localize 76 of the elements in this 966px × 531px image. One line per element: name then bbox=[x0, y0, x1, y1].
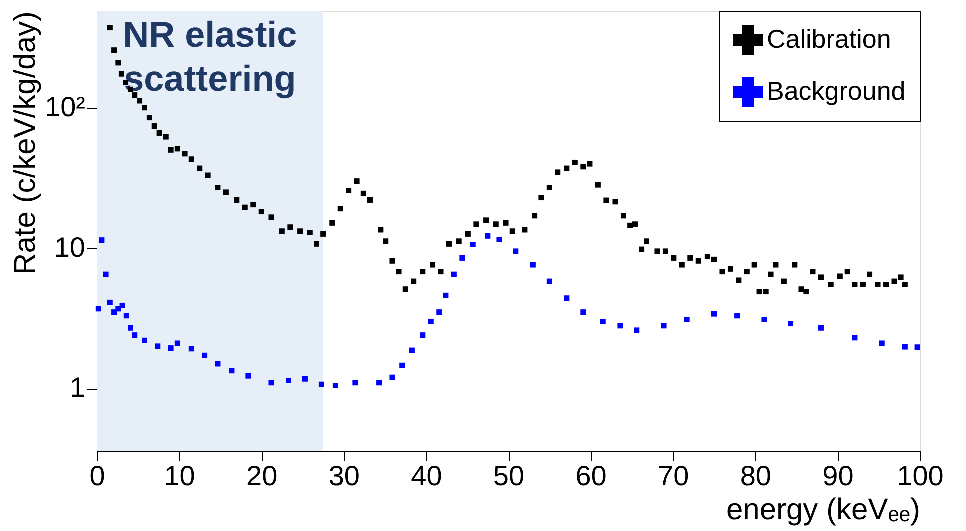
point bbox=[443, 292, 449, 298]
point bbox=[902, 344, 908, 350]
point bbox=[618, 323, 624, 329]
point bbox=[580, 310, 586, 316]
x-tick-label: 20 bbox=[246, 460, 278, 492]
point bbox=[124, 313, 130, 319]
point bbox=[132, 332, 138, 338]
point bbox=[96, 306, 102, 312]
point bbox=[120, 302, 126, 308]
point bbox=[286, 378, 292, 384]
x-tick-label: 100 bbox=[897, 460, 944, 492]
point bbox=[352, 380, 358, 386]
point bbox=[390, 374, 396, 380]
point bbox=[460, 255, 466, 261]
x-tick-label: 50 bbox=[493, 460, 525, 492]
point bbox=[107, 300, 113, 306]
x-tick-label: 30 bbox=[328, 460, 360, 492]
point bbox=[318, 382, 324, 388]
point bbox=[420, 332, 426, 338]
x-tick-label: 60 bbox=[576, 460, 607, 492]
point bbox=[246, 373, 252, 379]
point bbox=[914, 344, 920, 350]
point bbox=[634, 328, 640, 334]
point bbox=[112, 310, 118, 316]
x-tick-label: 0 bbox=[90, 460, 106, 492]
y-tick-label: 1 bbox=[70, 372, 86, 404]
point bbox=[564, 296, 570, 302]
point bbox=[215, 361, 221, 367]
x-tick-label: 40 bbox=[411, 460, 442, 492]
point bbox=[155, 344, 161, 350]
point bbox=[530, 262, 536, 268]
point bbox=[229, 368, 235, 374]
point bbox=[712, 311, 717, 317]
x-tick-label: 10 bbox=[164, 460, 196, 492]
point bbox=[188, 346, 194, 352]
point bbox=[428, 318, 434, 324]
point bbox=[470, 242, 476, 248]
point bbox=[451, 272, 457, 278]
point bbox=[546, 278, 552, 284]
point bbox=[174, 340, 180, 346]
point bbox=[496, 237, 502, 243]
point bbox=[202, 352, 208, 358]
point bbox=[734, 313, 740, 319]
y-axis-title: Rate (c/keV/kg/day) bbox=[9, 12, 42, 275]
point bbox=[513, 248, 519, 254]
point bbox=[268, 380, 274, 386]
point bbox=[332, 382, 338, 388]
point bbox=[879, 340, 885, 346]
point bbox=[400, 362, 406, 368]
point bbox=[116, 306, 122, 312]
legend-label: Background bbox=[767, 76, 906, 106]
point bbox=[302, 376, 308, 382]
x-tick-label: 70 bbox=[658, 460, 690, 492]
point bbox=[661, 323, 667, 329]
point bbox=[485, 233, 491, 239]
point bbox=[788, 321, 794, 327]
point bbox=[168, 346, 174, 352]
point bbox=[762, 316, 768, 322]
point bbox=[436, 310, 442, 316]
point bbox=[142, 338, 148, 344]
x-tick-label: 80 bbox=[740, 460, 772, 492]
band-label: NR elastic scattering bbox=[123, 14, 298, 99]
y-tick-label: 10² bbox=[45, 91, 86, 122]
y-tick-label: 10 bbox=[54, 232, 86, 263]
legend-label: Calibration bbox=[767, 24, 892, 54]
point bbox=[376, 380, 382, 386]
point bbox=[852, 335, 858, 341]
point bbox=[99, 238, 105, 244]
point bbox=[128, 325, 134, 331]
point bbox=[818, 325, 824, 331]
x-tick-label: 90 bbox=[822, 460, 854, 492]
point bbox=[103, 272, 109, 278]
point bbox=[684, 316, 690, 322]
point bbox=[600, 318, 606, 324]
point bbox=[409, 348, 415, 354]
x-axis-title: energy (keVₑₑ) bbox=[726, 494, 920, 526]
